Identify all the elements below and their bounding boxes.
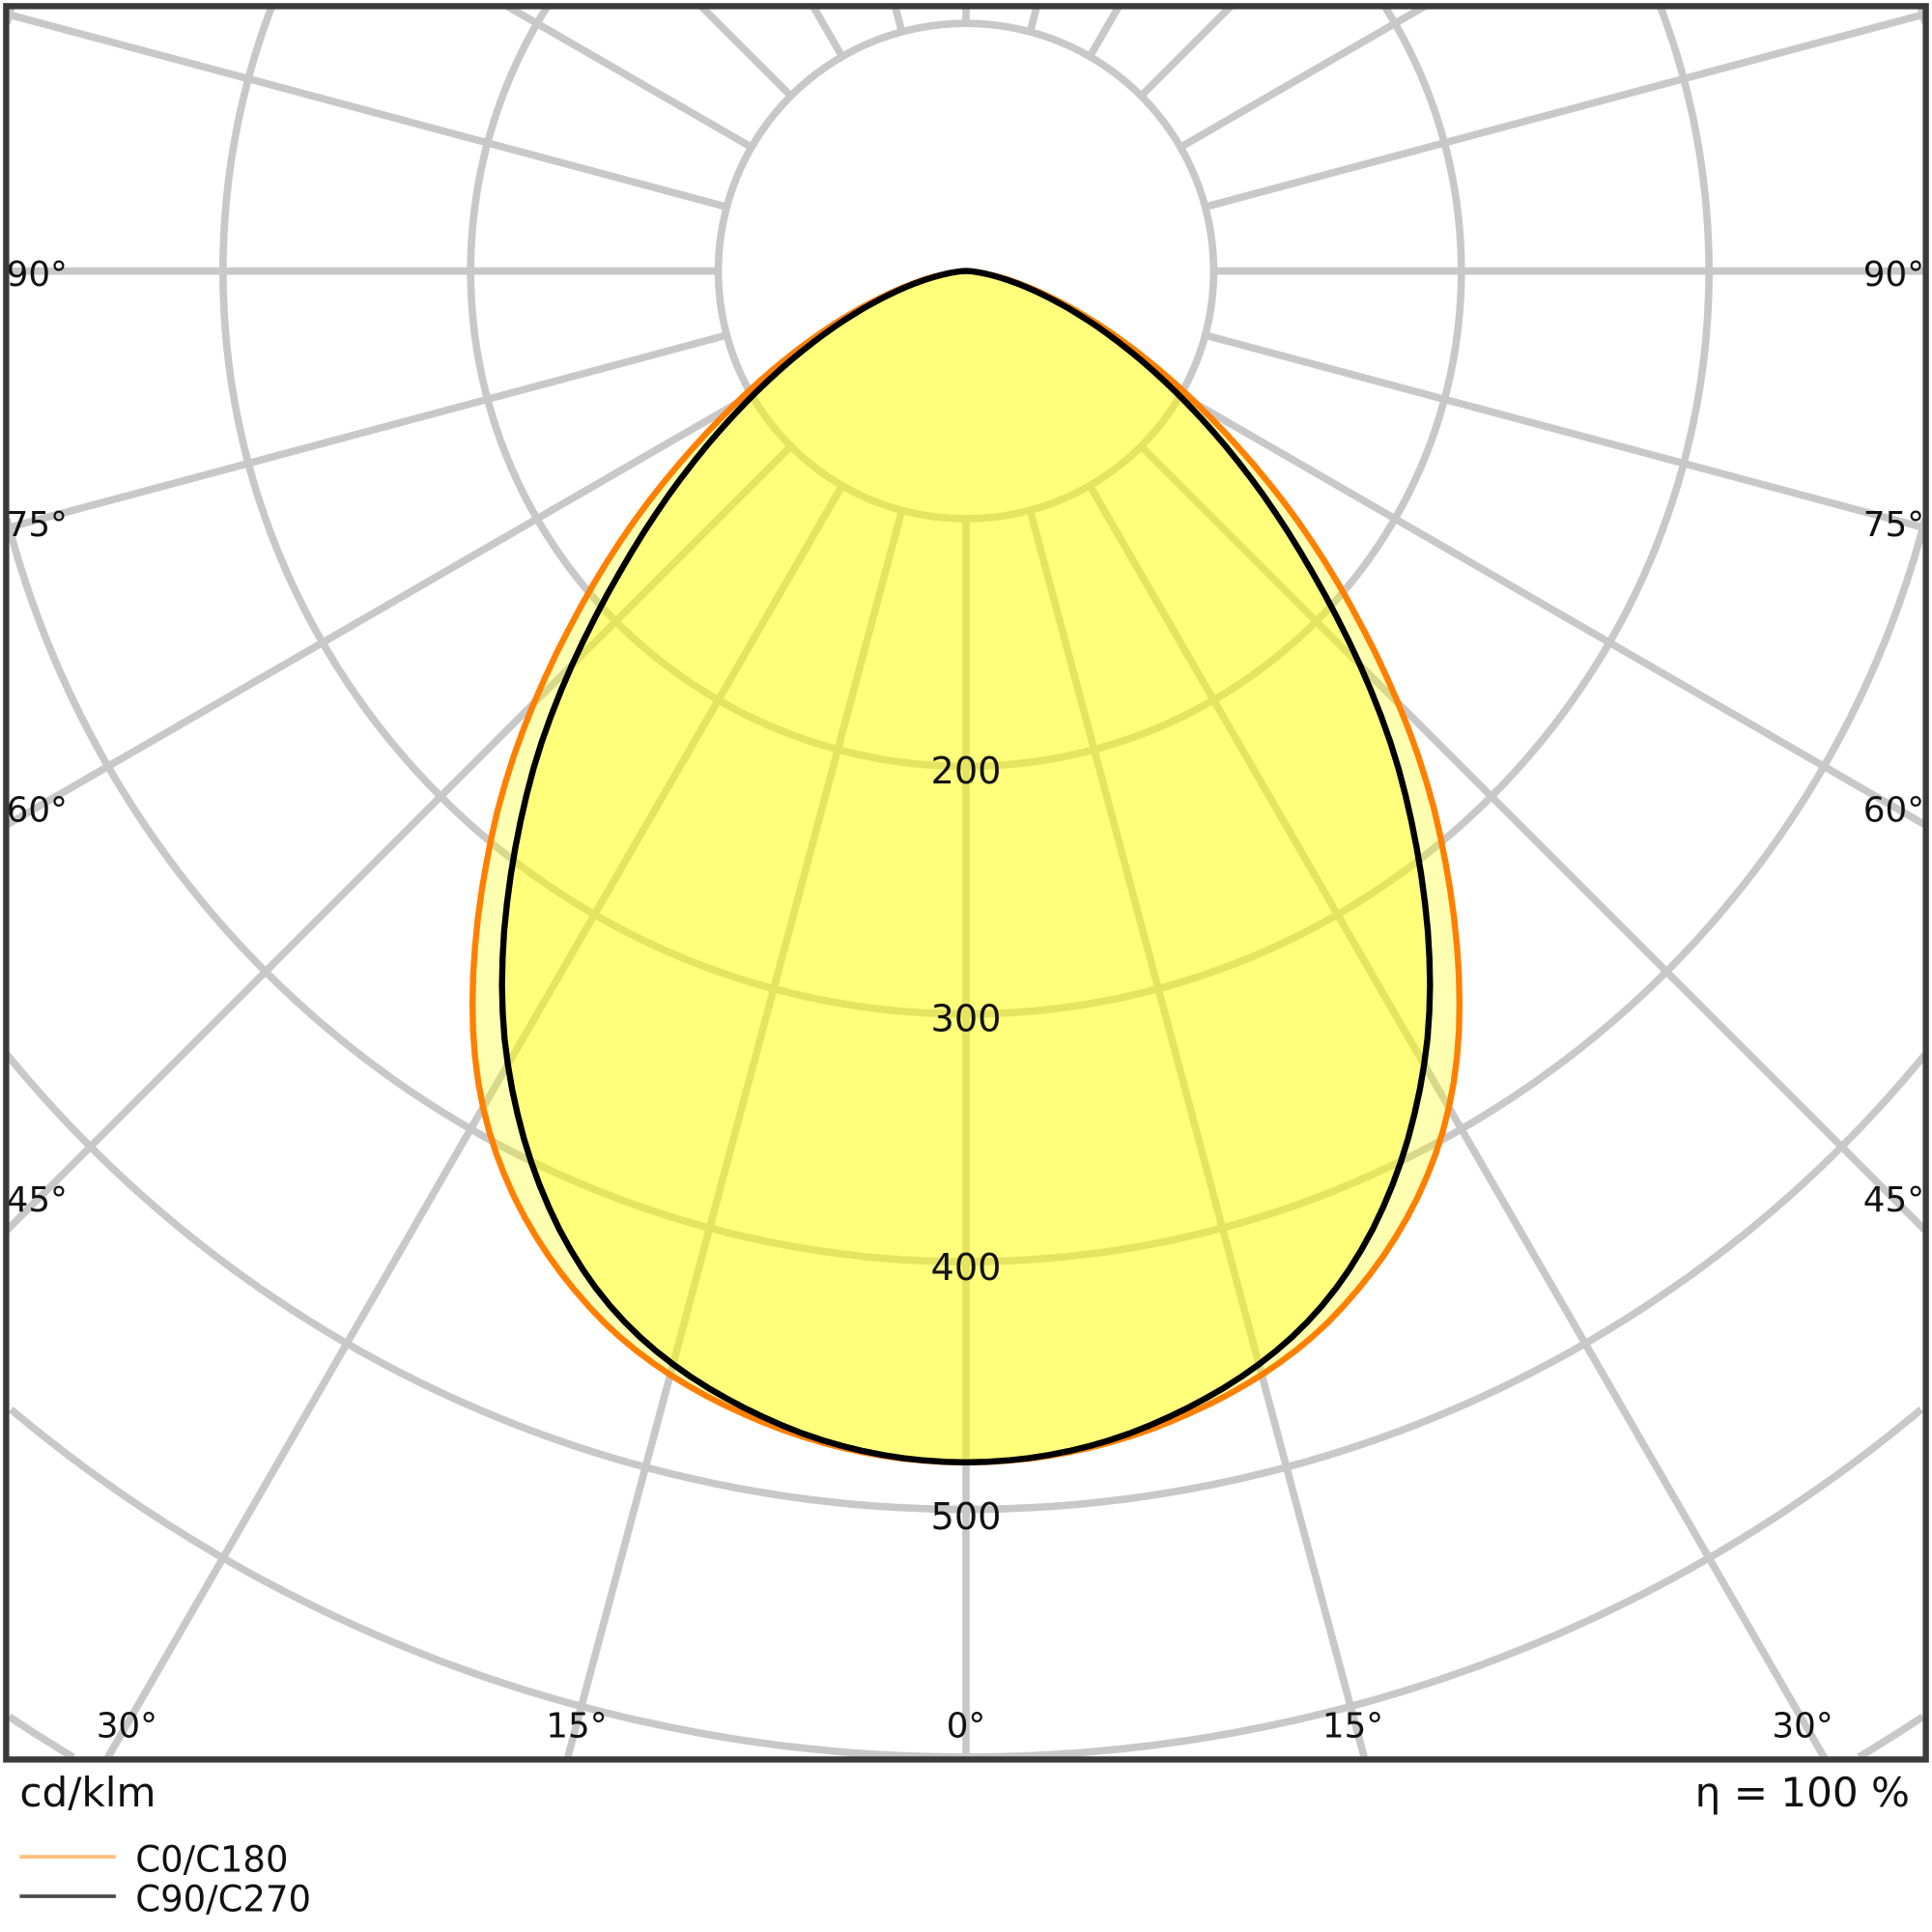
angle-label: 15° xyxy=(1322,1706,1383,1746)
grid-spoke xyxy=(1179,391,1926,829)
angle-labels-bottom: 30° 15° 0° 15° 30° xyxy=(97,1706,1833,1746)
legend-label: C0/C180 xyxy=(135,1839,288,1881)
grid-spoke xyxy=(6,10,728,211)
radial-tick-label: 200 xyxy=(930,750,1001,793)
grid-spoke xyxy=(505,6,753,151)
unit-label: cd/klm xyxy=(19,1769,156,1816)
grid-spoke xyxy=(1026,6,1041,33)
polar-grid xyxy=(6,6,1926,1760)
angle-label: 30° xyxy=(1772,1706,1833,1746)
grid-spoke xyxy=(810,6,846,59)
grid-spoke xyxy=(1086,6,1122,59)
grid-spoke xyxy=(103,483,846,1760)
grid-spoke xyxy=(891,6,906,33)
grid-spoke xyxy=(1204,331,1926,532)
grid-spoke xyxy=(1204,10,1926,211)
grid-spoke xyxy=(1086,483,1829,1760)
angle-label: 75° xyxy=(7,505,68,545)
angle-label: 30° xyxy=(97,1706,157,1746)
intensity-curves xyxy=(469,268,1463,1465)
angle-labels-left: 90° 75° 60° 45° xyxy=(7,255,68,1220)
grid-ring xyxy=(7,1713,1925,1760)
grid-spoke xyxy=(1179,6,1427,151)
angle-label: 75° xyxy=(1863,505,1924,545)
grid-spoke xyxy=(1138,443,1926,1234)
radial-tick-label: 500 xyxy=(930,1495,1001,1539)
grid-ring xyxy=(467,6,1465,771)
angle-label: 90° xyxy=(7,255,68,295)
angle-label: 45° xyxy=(7,1180,68,1220)
angle-label: 60° xyxy=(1863,791,1924,831)
plot-frame xyxy=(3,3,1929,1763)
legend: C0/C180 C90/C270 xyxy=(19,1839,311,1919)
angle-label: 45° xyxy=(1863,1180,1924,1220)
grid-spoke xyxy=(6,443,794,1234)
angle-label: 15° xyxy=(546,1706,607,1746)
grid-ring xyxy=(6,1052,1926,1514)
grid-spoke xyxy=(6,391,753,829)
angle-label: 60° xyxy=(7,791,68,831)
radial-tick-labels: 200 300 400 500 xyxy=(930,750,1001,1539)
curve-fill-1 xyxy=(501,270,1431,1463)
series-line-c90-c270 xyxy=(498,268,1434,1465)
legend-label: C90/C270 xyxy=(135,1878,311,1919)
curve-fill-0 xyxy=(472,270,1460,1463)
grid-spoke xyxy=(563,509,906,1760)
efficiency-label: η = 100 % xyxy=(1695,1769,1910,1816)
grid-ring xyxy=(219,6,1713,1018)
grid-spoke xyxy=(1026,509,1369,1760)
grid-spoke xyxy=(698,6,794,99)
radial-tick-label: 300 xyxy=(930,998,1001,1041)
angle-label: 90° xyxy=(1863,255,1924,295)
angle-labels-right: 90° 75° 60° 45° xyxy=(1863,255,1924,1220)
grid-ring xyxy=(8,1406,1924,1760)
grid-spoke xyxy=(1138,6,1234,99)
grid-spoke xyxy=(6,331,728,532)
radial-tick-label: 400 xyxy=(930,1246,1001,1290)
angle-label: 0° xyxy=(947,1706,986,1746)
